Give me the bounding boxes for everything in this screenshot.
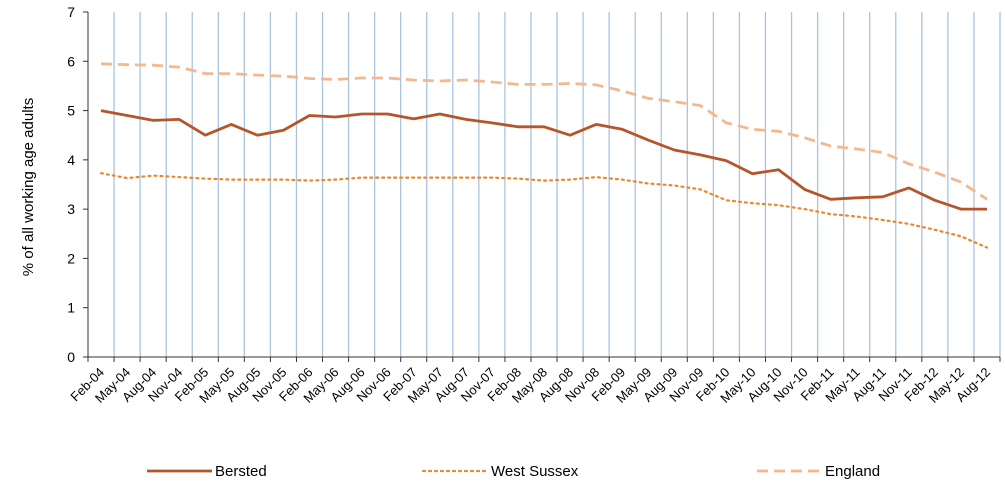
x-axis: Feb-04May-04Aug-04Nov-04Feb-05May-05Aug-… (67, 356, 1001, 406)
y-axis: 0 1 2 3 4 5 6 7 (67, 4, 89, 365)
legend-label-west-sussex: West Sussex (491, 463, 579, 480)
legend-label-bersted: Bersted (215, 463, 267, 480)
y-tick-label: 3 (67, 201, 75, 217)
y-tick-label: 6 (67, 53, 75, 69)
y-tick-label: 5 (67, 103, 75, 119)
y-tick-label: 1 (67, 300, 75, 316)
series-line-west-sussex (99, 172, 989, 249)
y-tick-label: 2 (67, 250, 75, 266)
vertical-gridlines (113, 12, 1001, 357)
y-tick-label: 4 (67, 152, 75, 168)
series-line-england (100, 62, 988, 201)
series-lines (99, 62, 989, 249)
series-line-bersted (100, 109, 987, 211)
y-tick-label: 0 (67, 349, 75, 365)
legend-label-england: England (825, 463, 880, 480)
y-tick-label: 7 (67, 4, 75, 20)
y-axis-label: % of all working age adults (20, 98, 37, 276)
legend: Bersted West Sussex England (147, 463, 880, 480)
